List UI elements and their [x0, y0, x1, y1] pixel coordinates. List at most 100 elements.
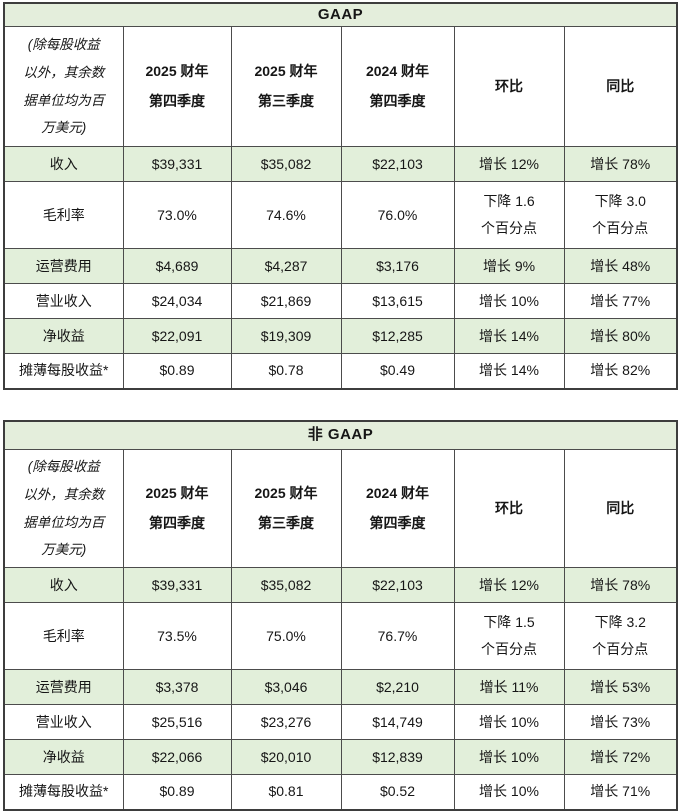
value-cell: $35,082: [230, 146, 342, 182]
row-label-operating-income: 营业收入: [3, 283, 124, 319]
value-cell: $4,287: [230, 248, 342, 284]
value-cell: $3,378: [122, 669, 232, 705]
row-label-net-income: 净收益: [3, 318, 124, 354]
value-cell: 增长 48%: [563, 248, 678, 284]
row-label-operating-expenses: 运营费用: [3, 669, 124, 705]
col-header-qoq: 环比: [453, 26, 565, 147]
value-cell: $22,103: [340, 146, 455, 182]
non-gaap-table-title: 非 GAAP: [3, 420, 678, 450]
value-cell: $12,839: [340, 739, 455, 775]
value-cell: $3,176: [340, 248, 455, 284]
value-cell: $0.89: [122, 353, 232, 389]
table-row: GAAP: [3, 2, 678, 27]
table-row: 运营费用 $3,378 $3,046 $2,210 增长 11% 增长 53%: [3, 669, 678, 705]
row-label-revenue: 收入: [3, 567, 124, 603]
value-cell: 增长 71%: [563, 774, 678, 810]
row-label-gross-margin: 毛利率: [3, 181, 124, 249]
col-header-q3-fy2025: 2025 财年 第三季度: [230, 26, 342, 147]
value-cell: $39,331: [122, 567, 232, 603]
value-cell: $0.49: [340, 353, 455, 389]
col-header-qoq: 环比: [453, 449, 565, 568]
value-cell: $0.81: [230, 774, 342, 810]
row-label-operating-expenses: 运营费用: [3, 248, 124, 284]
value-cell: $24,034: [122, 283, 232, 319]
value-cell: $4,689: [122, 248, 232, 284]
table-row: 净收益 $22,091 $19,309 $12,285 增长 14% 增长 80…: [3, 318, 678, 354]
row-label-net-income: 净收益: [3, 739, 124, 775]
row-label-gross-margin: 毛利率: [3, 602, 124, 670]
row-label-revenue: 收入: [3, 146, 124, 182]
value-cell: 增长 72%: [563, 739, 678, 775]
value-cell: 增长 10%: [453, 739, 565, 775]
table-row: 摊薄每股收益* $0.89 $0.78 $0.49 增长 14% 增长 82%: [3, 353, 678, 389]
value-cell: 下降 3.2 个百分点: [563, 602, 678, 670]
value-cell: $22,091: [122, 318, 232, 354]
table-row: 毛利率 73.5% 75.0% 76.7% 下降 1.5 个百分点 下降 3.2…: [3, 602, 678, 670]
value-cell: $20,010: [230, 739, 342, 775]
non-gaap-table: 非 GAAP (除每股收益 以外，其余数 据单位均为百 万美元) 2025 财年…: [3, 419, 679, 811]
value-cell: $35,082: [230, 567, 342, 603]
value-cell: 73.5%: [122, 602, 232, 670]
value-cell: 下降 1.5 个百分点: [453, 602, 565, 670]
value-cell: $3,046: [230, 669, 342, 705]
table-row: (除每股收益 以外，其余数 据单位均为百 万美元) 2025 财年 第四季度 2…: [3, 449, 678, 568]
table-row: 净收益 $22,066 $20,010 $12,839 增长 10% 增长 72…: [3, 739, 678, 775]
col-header-yoy: 同比: [563, 26, 678, 147]
value-cell: $13,615: [340, 283, 455, 319]
value-cell: 74.6%: [230, 181, 342, 249]
table-row: 收入 $39,331 $35,082 $22,103 增长 12% 增长 78%: [3, 567, 678, 603]
value-cell: $25,516: [122, 704, 232, 740]
value-cell: $22,103: [340, 567, 455, 603]
value-cell: 增长 14%: [453, 353, 565, 389]
table-row: 非 GAAP: [3, 420, 678, 450]
table-row: 营业收入 $25,516 $23,276 $14,749 增长 10% 增长 7…: [3, 704, 678, 740]
value-cell: $39,331: [122, 146, 232, 182]
col-header-q3-fy2025: 2025 财年 第三季度: [230, 449, 342, 568]
value-cell: 增长 10%: [453, 774, 565, 810]
row-label-diluted-eps: 摊薄每股收益*: [3, 353, 124, 389]
value-cell: 增长 10%: [453, 704, 565, 740]
value-cell: 增长 12%: [453, 146, 565, 182]
value-cell: 76.7%: [340, 602, 455, 670]
value-cell: 76.0%: [340, 181, 455, 249]
value-cell: 增长 9%: [453, 248, 565, 284]
value-cell: 增长 77%: [563, 283, 678, 319]
col-header-q4-fy2025: 2025 财年 第四季度: [122, 26, 232, 147]
value-cell: 增长 78%: [563, 567, 678, 603]
value-cell: 增长 78%: [563, 146, 678, 182]
units-note: (除每股收益 以外，其余数 据单位均为百 万美元): [3, 26, 124, 147]
gaap-table-title: GAAP: [3, 2, 678, 27]
value-cell: $0.52: [340, 774, 455, 810]
table-row: (除每股收益 以外，其余数 据单位均为百 万美元) 2025 财年 第四季度 2…: [3, 26, 678, 147]
table-row: 毛利率 73.0% 74.6% 76.0% 下降 1.6 个百分点 下降 3.0…: [3, 181, 678, 249]
col-header-q4-fy2024: 2024 财年 第四季度: [340, 449, 455, 568]
value-cell: 增长 14%: [453, 318, 565, 354]
col-header-q4-fy2025: 2025 财年 第四季度: [122, 449, 232, 568]
value-cell: 增长 53%: [563, 669, 678, 705]
value-cell: 75.0%: [230, 602, 342, 670]
value-cell: $0.78: [230, 353, 342, 389]
value-cell: 增长 11%: [453, 669, 565, 705]
col-header-yoy: 同比: [563, 449, 678, 568]
table-gap: [3, 390, 676, 420]
value-cell: 增长 12%: [453, 567, 565, 603]
value-cell: $0.89: [122, 774, 232, 810]
table-row: 收入 $39,331 $35,082 $22,103 增长 12% 增长 78%: [3, 146, 678, 182]
gaap-table: GAAP (除每股收益 以外，其余数 据单位均为百 万美元) 2025 财年 第…: [3, 2, 678, 390]
col-header-q4-fy2024: 2024 财年 第四季度: [340, 26, 455, 147]
value-cell: 73.0%: [122, 181, 232, 249]
table-row: 摊薄每股收益* $0.89 $0.81 $0.52 增长 10% 增长 71%: [3, 774, 678, 810]
value-cell: 增长 82%: [563, 353, 678, 389]
table-row: 营业收入 $24,034 $21,869 $13,615 增长 10% 增长 7…: [3, 283, 678, 319]
value-cell: $19,309: [230, 318, 342, 354]
value-cell: $21,869: [230, 283, 342, 319]
value-cell: 下降 3.0 个百分点: [563, 181, 678, 249]
value-cell: 增长 10%: [453, 283, 565, 319]
value-cell: 下降 1.6 个百分点: [453, 181, 565, 249]
value-cell: $14,749: [340, 704, 455, 740]
value-cell: $2,210: [340, 669, 455, 705]
value-cell: 增长 80%: [563, 318, 678, 354]
value-cell: $12,285: [340, 318, 455, 354]
row-label-diluted-eps: 摊薄每股收益*: [3, 774, 124, 810]
